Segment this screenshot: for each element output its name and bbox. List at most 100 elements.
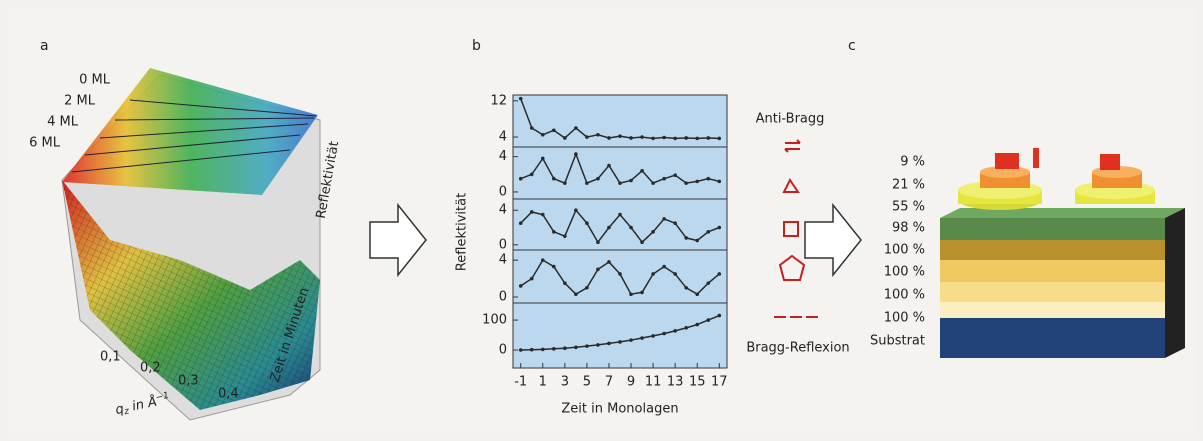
y-tick-label: 0 bbox=[499, 184, 507, 199]
data-point bbox=[651, 334, 655, 338]
coverage-label: 9 % bbox=[900, 155, 925, 170]
y-tick-label: 100 bbox=[482, 313, 507, 328]
data-point bbox=[596, 267, 600, 272]
x-axis-label: Zeit in Monolagen bbox=[561, 402, 678, 417]
data-point bbox=[618, 272, 622, 276]
y-tick-label: 4 bbox=[499, 149, 507, 164]
data-point bbox=[640, 336, 644, 340]
tick-label: 0,1 bbox=[100, 350, 121, 365]
surface-plot bbox=[61, 68, 321, 421]
y-tick-label: 12 bbox=[490, 93, 507, 108]
data-point bbox=[717, 179, 722, 184]
data-point bbox=[618, 181, 622, 185]
data-point bbox=[706, 136, 711, 140]
data-point bbox=[673, 136, 677, 141]
data-point bbox=[518, 176, 523, 181]
data-point bbox=[651, 272, 655, 276]
data-point bbox=[563, 281, 567, 285]
coverage-label: 100 % bbox=[884, 288, 925, 303]
data-point bbox=[518, 348, 523, 352]
data-point bbox=[662, 176, 666, 181]
data-point bbox=[529, 210, 534, 214]
data-point bbox=[540, 212, 545, 217]
x-tick-label: 1 bbox=[539, 375, 547, 390]
data-point bbox=[618, 340, 622, 344]
tick-label: 0,3 bbox=[178, 374, 199, 389]
data-point bbox=[518, 221, 523, 226]
data-point bbox=[640, 135, 644, 139]
plot-area bbox=[512, 198, 728, 251]
data-point bbox=[662, 217, 666, 221]
data-point bbox=[640, 168, 644, 173]
data-point bbox=[574, 208, 578, 213]
data-point bbox=[662, 264, 666, 269]
data-point bbox=[529, 276, 534, 281]
data-point bbox=[629, 338, 633, 342]
data-point bbox=[651, 136, 655, 141]
substrate-label: Substrat bbox=[870, 334, 925, 349]
data-point bbox=[706, 176, 711, 181]
data-point bbox=[695, 292, 700, 297]
data-point bbox=[596, 240, 600, 245]
axis-label: qz in Å−1 bbox=[114, 390, 172, 418]
panel-label: b bbox=[472, 38, 481, 54]
data-point bbox=[585, 135, 589, 139]
data-point bbox=[574, 152, 578, 156]
data-point bbox=[540, 132, 545, 137]
data-point bbox=[684, 136, 688, 140]
bond-icons bbox=[774, 139, 818, 318]
data-point bbox=[585, 344, 589, 348]
x-tick-label: 7 bbox=[605, 375, 613, 390]
data-point bbox=[717, 272, 722, 276]
plot-area bbox=[512, 146, 728, 200]
data-point bbox=[640, 290, 644, 295]
data-point bbox=[607, 260, 611, 264]
coverage-labels: 9 % 21 % 55 % 98 % 100 % 100 % 100 % 100 % bbox=[884, 155, 925, 326]
data-point bbox=[529, 126, 534, 130]
coverage-label: 21 % bbox=[892, 178, 925, 193]
data-point bbox=[607, 341, 611, 346]
data-point bbox=[529, 172, 534, 177]
data-point bbox=[518, 96, 523, 101]
annotation: Bragg-Reflexion bbox=[746, 341, 849, 356]
data-point bbox=[695, 136, 700, 141]
y-tick-label: 4 bbox=[499, 253, 507, 268]
data-point bbox=[673, 173, 677, 178]
data-point bbox=[629, 136, 633, 140]
data-point bbox=[518, 284, 523, 288]
data-point bbox=[629, 292, 633, 297]
data-point bbox=[596, 132, 600, 137]
data-point bbox=[651, 230, 655, 234]
plot-area bbox=[512, 249, 728, 304]
data-point bbox=[563, 234, 567, 238]
data-point bbox=[662, 331, 666, 336]
data-point bbox=[596, 343, 600, 347]
data-point bbox=[684, 236, 688, 240]
panel-label: a bbox=[40, 38, 49, 54]
layer-stack bbox=[940, 148, 1185, 358]
x-tick-label: 3 bbox=[561, 375, 569, 390]
data-point bbox=[673, 221, 677, 226]
data-point bbox=[695, 238, 700, 243]
data-point bbox=[629, 225, 633, 230]
coverage-label: 100 % bbox=[884, 265, 925, 280]
data-point bbox=[563, 181, 567, 185]
data-point bbox=[695, 322, 700, 327]
data-point bbox=[552, 347, 556, 351]
mesh-wire bbox=[62, 180, 320, 410]
data-point bbox=[684, 326, 688, 330]
data-point bbox=[640, 240, 644, 245]
block-arrow bbox=[369, 202, 427, 278]
plot-area bbox=[512, 302, 728, 369]
data-point bbox=[574, 126, 578, 130]
data-point bbox=[684, 181, 688, 185]
coverage-label: 98 % bbox=[892, 221, 925, 236]
data-point bbox=[673, 329, 677, 333]
y-tick-label: 0 bbox=[499, 290, 507, 305]
layer-lines bbox=[71, 99, 317, 173]
data-point bbox=[706, 318, 711, 322]
y-tick-label: 4 bbox=[499, 130, 507, 145]
coverage-label: 100 % bbox=[884, 243, 925, 258]
x-tick-label: 9 bbox=[627, 375, 635, 390]
data-point bbox=[684, 285, 688, 290]
